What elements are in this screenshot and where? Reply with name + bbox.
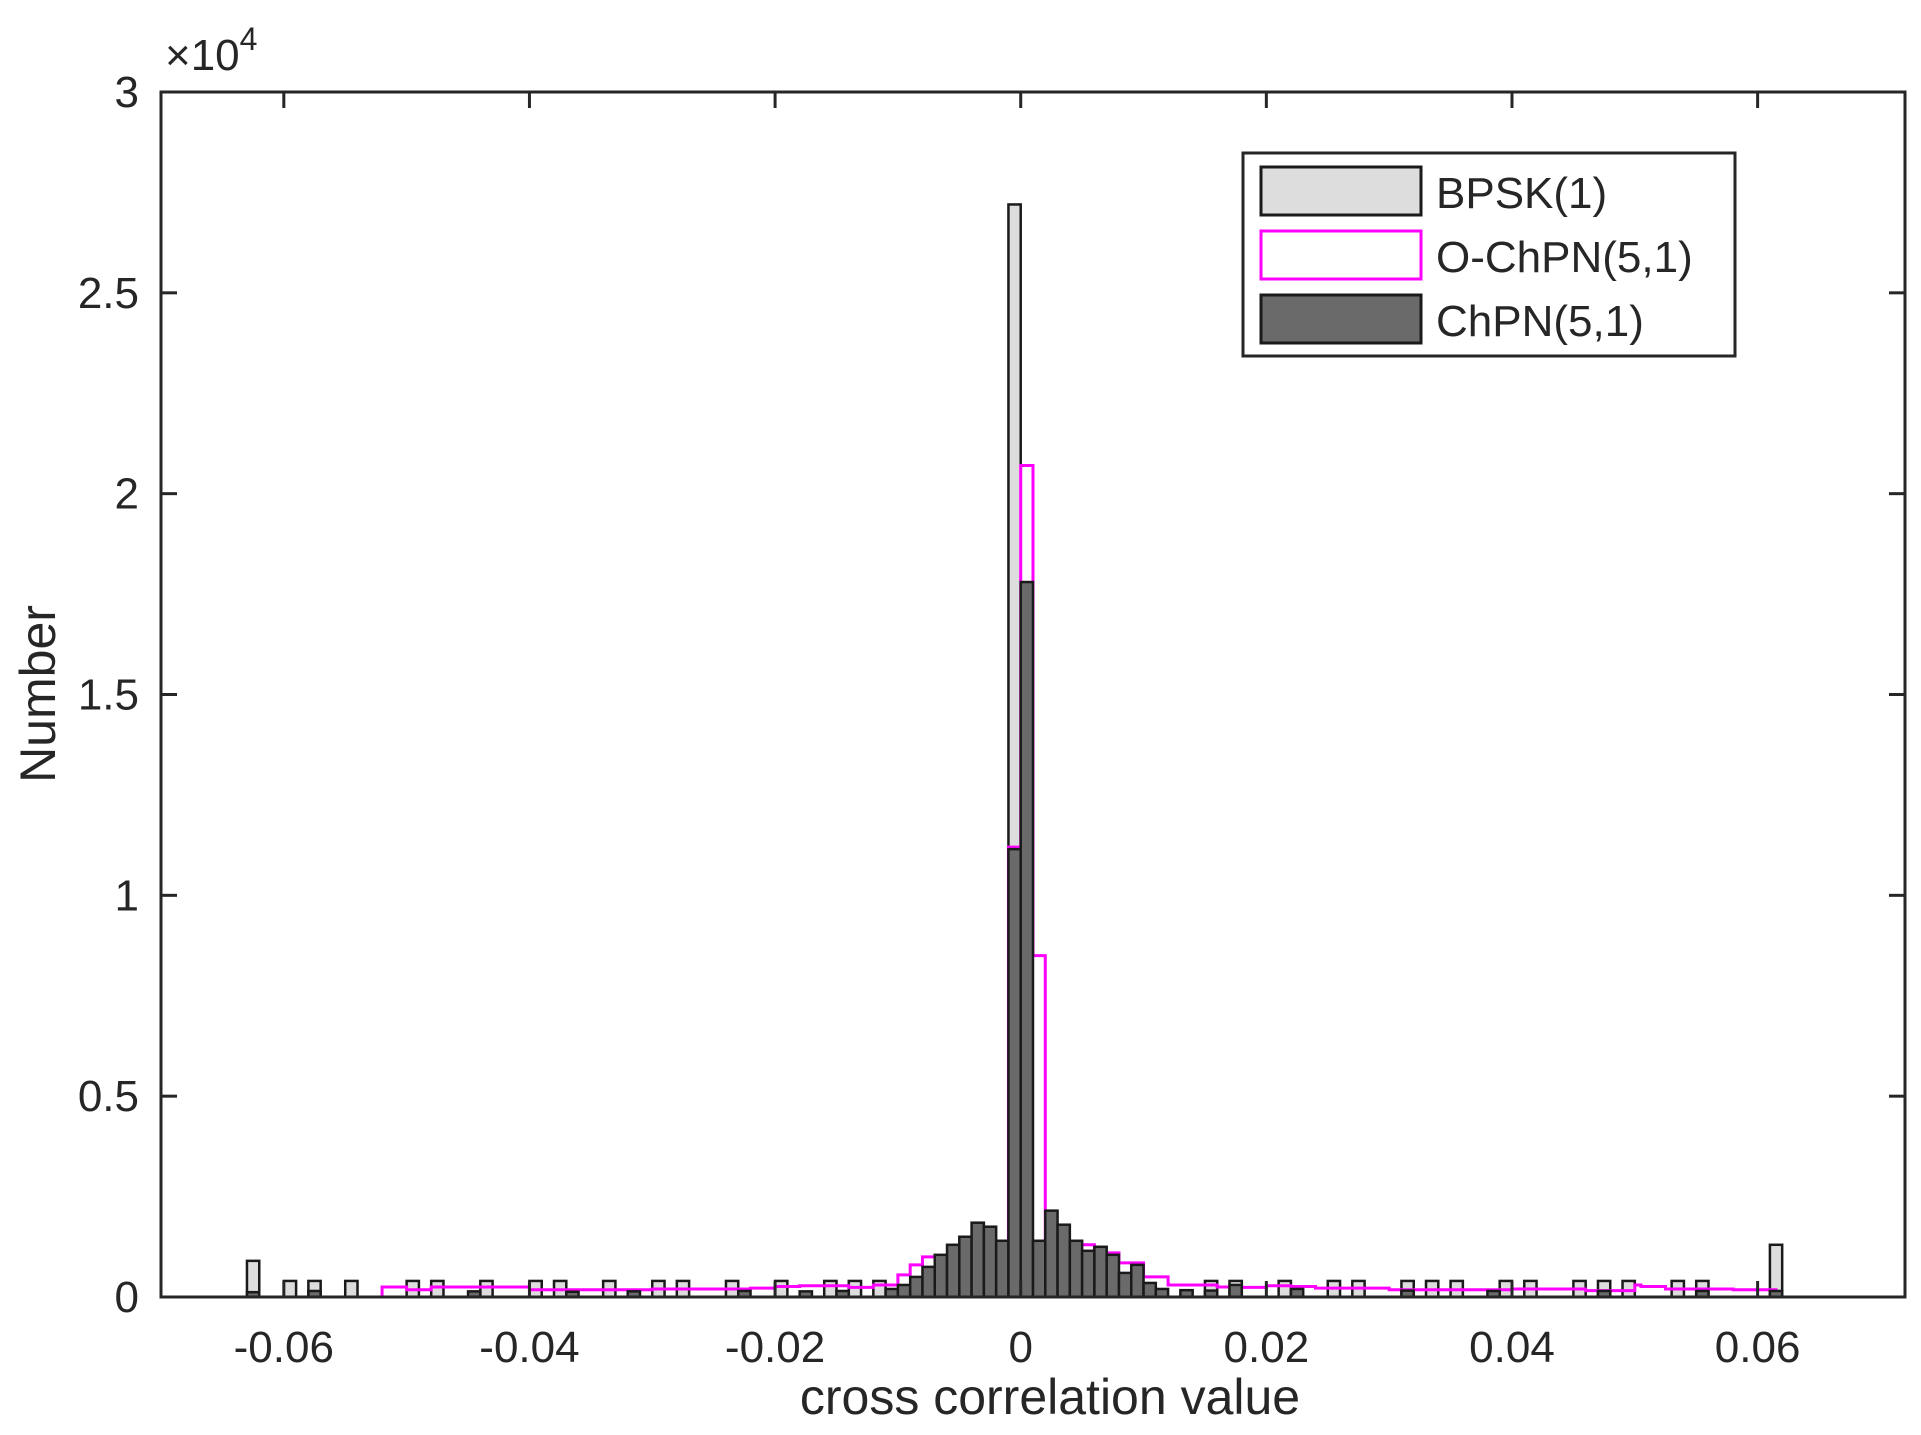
x-tick-label: -0.06	[234, 1323, 334, 1372]
x-tick-label: 0.04	[1469, 1323, 1555, 1372]
chpn-bar-26	[1105, 1253, 1121, 1299]
chpn-bar-21	[1044, 1209, 1059, 1299]
bpsk-bar-1	[282, 1279, 298, 1299]
y-tick-label: 0	[115, 1273, 139, 1322]
chpn-bar-11	[921, 1265, 936, 1299]
chpn-bar-12	[933, 1253, 949, 1299]
chpn-bar-19	[1019, 580, 1035, 1299]
x-axis-ticks: -0.06 -0.04 -0.02 0 0.02 0.04 0.06	[234, 92, 1801, 1372]
chpn-bar-28	[1130, 1263, 1145, 1299]
chpn-bar-10	[908, 1275, 924, 1299]
chpn-bar-29	[1142, 1281, 1158, 1299]
chpn-bar-14	[958, 1235, 973, 1299]
y-axis-ticks: 0 0.5 1 1.5 2 2.5 3	[78, 68, 1905, 1322]
chpn-bar-22	[1056, 1223, 1072, 1299]
legend-label-ochpn: O-ChPN(5,1)	[1436, 233, 1693, 282]
x-tick-label: 0.06	[1715, 1323, 1801, 1372]
chpn-bar-9	[896, 1283, 912, 1299]
x-tick-label: 0	[1008, 1323, 1032, 1372]
bpsk-bar-15	[847, 1279, 863, 1299]
bpsk-bar-5	[429, 1279, 445, 1299]
chpn-bar-23	[1068, 1239, 1084, 1299]
chpn-bar-24	[1080, 1249, 1096, 1299]
chpn-bar-18	[1007, 847, 1022, 1299]
y-exponent-label: ×104	[165, 21, 257, 80]
bpsk-bar-20	[1277, 1279, 1293, 1299]
chpn-bar-17	[994, 1239, 1010, 1299]
bpsk-bar-14	[822, 1279, 838, 1299]
legend: BPSK(1) O-ChPN(5,1) ChPN(5,1)	[1241, 151, 1737, 358]
y-tick-label: 2.5	[78, 269, 139, 318]
chpn-bar-25	[1093, 1245, 1108, 1299]
x-tick-label: -0.04	[479, 1323, 579, 1372]
legend-swatch-bpsk	[1259, 165, 1423, 217]
y-tick-label: 0.5	[78, 1072, 139, 1121]
bpsk-bar-13	[773, 1279, 789, 1299]
bpsk-bar-6	[479, 1279, 494, 1299]
chpn-bar-15	[970, 1221, 986, 1299]
y-tick-label: 2	[115, 470, 139, 519]
y-tick-label: 1	[115, 871, 139, 920]
legend-label-bpsk: BPSK(1)	[1436, 169, 1607, 218]
legend-swatch-ochpn	[1259, 229, 1423, 281]
x-axis-label: cross correlation value	[800, 1369, 1300, 1425]
x-tick-label: 0.02	[1224, 1323, 1310, 1372]
bpsk-bar-16	[872, 1279, 887, 1299]
y-tick-label: 1.5	[78, 671, 139, 720]
chpn-bar-16	[982, 1225, 998, 1299]
y-exponent-power: 4	[240, 21, 258, 57]
chpn-bar-27	[1117, 1271, 1133, 1299]
legend-label-chpn: ChPN(5,1)	[1436, 297, 1644, 346]
x-tick-label: -0.02	[725, 1323, 825, 1372]
y-axis-label: Number	[10, 605, 66, 783]
chpn-bar-20	[1031, 1239, 1047, 1299]
bpsk-bar-30	[1621, 1279, 1637, 1299]
chpn-bar-33	[1228, 1283, 1244, 1299]
y-tick-label: 3	[115, 68, 139, 117]
bpsk-bar-3	[343, 1279, 359, 1299]
chpn-bar-13	[945, 1243, 961, 1299]
legend-swatch-chpn	[1259, 293, 1423, 345]
